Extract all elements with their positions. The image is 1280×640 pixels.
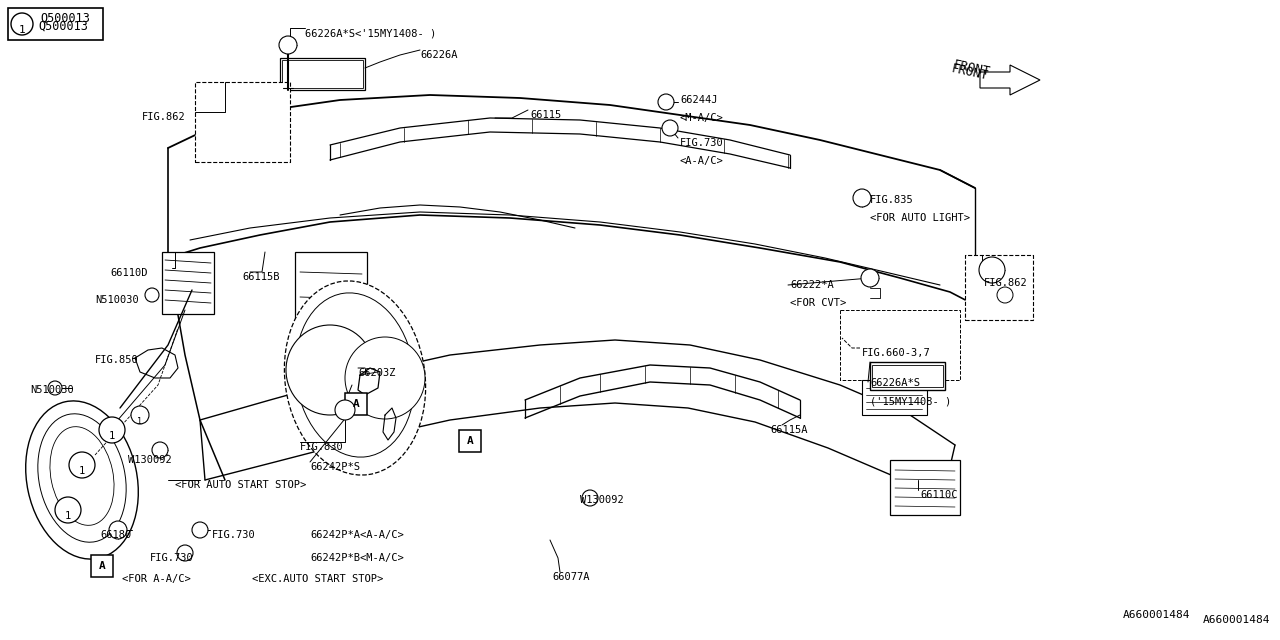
Circle shape	[49, 381, 61, 395]
Text: A: A	[352, 399, 360, 409]
Circle shape	[662, 120, 678, 136]
Text: ('15MY1408- ): ('15MY1408- )	[870, 396, 951, 406]
Text: W130092: W130092	[128, 455, 172, 465]
Circle shape	[582, 490, 598, 506]
Text: <FOR CVT>: <FOR CVT>	[790, 298, 846, 308]
Text: FIG.862: FIG.862	[142, 112, 186, 122]
Text: N510030: N510030	[95, 295, 138, 305]
Circle shape	[55, 497, 81, 523]
Circle shape	[152, 442, 168, 458]
Text: <EXC.AUTO START STOP>: <EXC.AUTO START STOP>	[252, 574, 383, 584]
Text: 66242P*A<A-A/C>: 66242P*A<A-A/C>	[310, 530, 403, 540]
Bar	[294, 252, 367, 370]
Bar	[872, 365, 943, 387]
Ellipse shape	[284, 281, 426, 475]
Text: FRONT: FRONT	[950, 62, 989, 83]
Circle shape	[12, 13, 33, 35]
Circle shape	[979, 257, 1005, 283]
Ellipse shape	[38, 414, 127, 542]
Text: FIG.730: FIG.730	[212, 530, 256, 540]
Circle shape	[177, 545, 193, 561]
Text: Q500013: Q500013	[40, 12, 90, 25]
Text: <FOR A-A/C>: <FOR A-A/C>	[122, 574, 191, 584]
Text: FIG.850: FIG.850	[95, 355, 138, 365]
Ellipse shape	[285, 325, 374, 415]
Polygon shape	[980, 65, 1039, 95]
Circle shape	[335, 400, 355, 420]
Text: 1: 1	[65, 511, 72, 521]
Text: 66077A: 66077A	[552, 572, 590, 582]
Text: 66115B: 66115B	[242, 272, 279, 282]
Bar	[163, 252, 214, 314]
Text: 66226A*S<'15MY1408- ): 66226A*S<'15MY1408- )	[305, 28, 436, 38]
Text: FIG.730: FIG.730	[680, 138, 723, 148]
Text: 1: 1	[109, 431, 115, 441]
Text: 66244J: 66244J	[680, 95, 718, 105]
Circle shape	[69, 452, 95, 478]
Text: 66226A*S: 66226A*S	[870, 378, 920, 388]
Ellipse shape	[346, 337, 425, 419]
Bar	[861, 380, 927, 415]
Text: 66115: 66115	[530, 110, 561, 120]
Text: <FOR AUTO START STOP>: <FOR AUTO START STOP>	[175, 480, 306, 490]
Bar	[8, 8, 102, 40]
Bar	[460, 430, 481, 452]
Circle shape	[997, 287, 1012, 303]
Text: 66110C: 66110C	[920, 490, 957, 500]
Circle shape	[861, 269, 879, 287]
Text: W130092: W130092	[580, 495, 623, 505]
Text: 1: 1	[79, 466, 86, 476]
Text: 66110D: 66110D	[110, 268, 147, 278]
Circle shape	[109, 521, 127, 539]
Ellipse shape	[50, 427, 114, 525]
Text: FIG.830: FIG.830	[300, 442, 344, 452]
Text: 66203Z: 66203Z	[358, 368, 396, 378]
Text: <FOR AUTO LIGHT>: <FOR AUTO LIGHT>	[870, 213, 970, 223]
Text: 66242P*S: 66242P*S	[310, 462, 360, 472]
Text: 66180: 66180	[100, 530, 132, 540]
Text: 1: 1	[19, 25, 26, 35]
Circle shape	[131, 406, 148, 424]
Text: A: A	[467, 436, 474, 446]
Bar	[346, 393, 367, 415]
Text: FIG.835: FIG.835	[870, 195, 914, 205]
Circle shape	[658, 94, 675, 110]
Bar	[195, 82, 291, 162]
Circle shape	[145, 288, 159, 302]
Text: 66242P*B<M-A/C>: 66242P*B<M-A/C>	[310, 553, 403, 563]
Text: A660001484: A660001484	[1123, 610, 1190, 620]
Ellipse shape	[26, 401, 138, 559]
Text: 66115A: 66115A	[771, 425, 808, 435]
Text: A660001484: A660001484	[1202, 615, 1270, 625]
Circle shape	[852, 189, 870, 207]
Text: N510030: N510030	[29, 385, 74, 395]
Circle shape	[192, 522, 207, 538]
Bar	[890, 460, 960, 515]
Text: <A-A/C>: <A-A/C>	[680, 156, 723, 166]
Text: <M-A/C>: <M-A/C>	[680, 113, 723, 123]
Bar	[965, 255, 1033, 320]
Bar	[282, 60, 364, 88]
Text: FIG.660-3,7: FIG.660-3,7	[861, 348, 931, 358]
Text: FIG.862: FIG.862	[984, 278, 1028, 288]
Bar	[91, 555, 113, 577]
Text: 66222*A: 66222*A	[790, 280, 833, 290]
Text: FRONT: FRONT	[952, 58, 992, 79]
Text: 1: 1	[137, 417, 142, 426]
Text: FIG.730: FIG.730	[150, 553, 193, 563]
Bar	[870, 362, 945, 390]
Text: A: A	[99, 561, 105, 571]
Bar	[280, 58, 365, 90]
Circle shape	[279, 36, 297, 54]
Text: 66226A: 66226A	[420, 50, 457, 60]
Text: Q500013: Q500013	[38, 20, 88, 33]
Circle shape	[99, 417, 125, 443]
